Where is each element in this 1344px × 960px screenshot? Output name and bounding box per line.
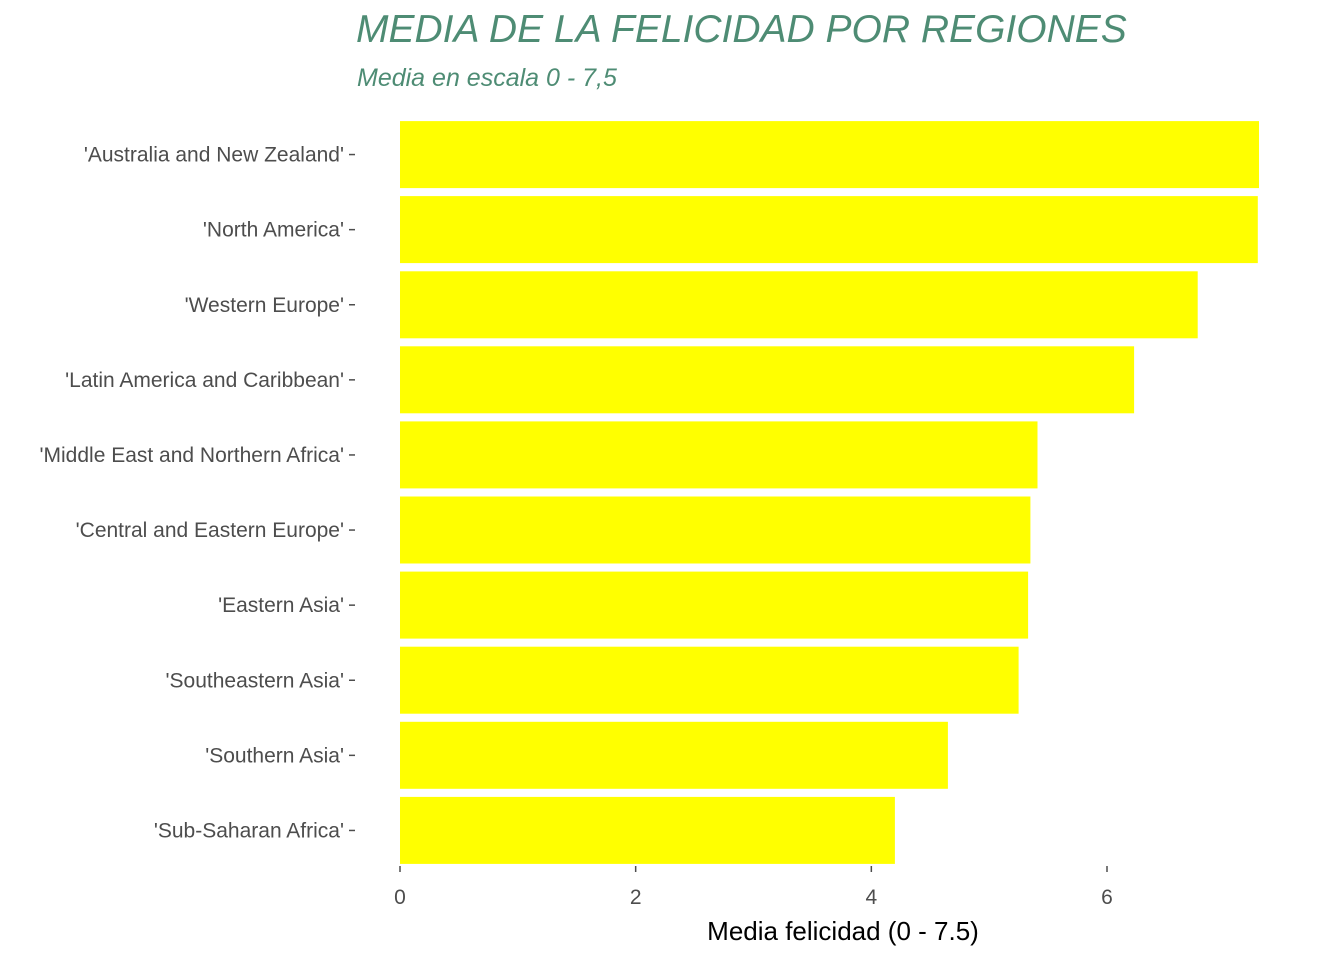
y-tick-label: 'Central and Eastern Europe' [76,519,344,542]
x-tick-label: 0 [394,886,406,909]
x-tick-label: 4 [865,886,877,909]
y-tick-label: 'Australia and New Zealand' [84,144,344,167]
x-axis-title: Media felicidad (0 - 7.5) [707,916,979,946]
y-tick-label: 'North America' [203,219,344,242]
chart-subtitle: Media en escala 0 - 7,5 [357,64,617,92]
bar [400,196,1258,264]
bar [400,646,1019,714]
y-tick-label: 'Western Europe' [185,294,344,317]
y-tick-label: 'Latin America and Caribbean' [65,369,344,392]
x-tick-label: 2 [630,886,642,909]
y-tick-label: 'Sub-Saharan Africa' [154,819,344,842]
y-tick-label: 'Eastern Asia' [218,594,344,617]
bar [400,121,1259,189]
bar [400,796,895,864]
bar [400,571,1029,639]
x-tick-label: 6 [1101,886,1113,909]
bar [400,271,1198,339]
y-tick-label: 'Middle East and Northern Africa' [40,444,345,467]
chart-title: MEDIA DE LA FELICIDAD POR REGIONES [356,8,1127,51]
bar [400,346,1135,414]
bar [400,721,948,789]
y-tick-label: 'Southern Asia' [205,744,344,767]
y-tick-label: 'Southeastern Asia' [166,669,344,692]
bar [400,421,1038,489]
bar [400,496,1031,564]
